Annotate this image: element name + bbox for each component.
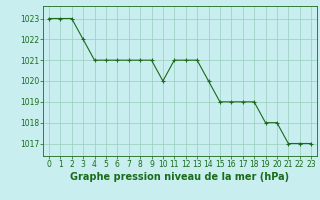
X-axis label: Graphe pression niveau de la mer (hPa): Graphe pression niveau de la mer (hPa): [70, 172, 290, 182]
